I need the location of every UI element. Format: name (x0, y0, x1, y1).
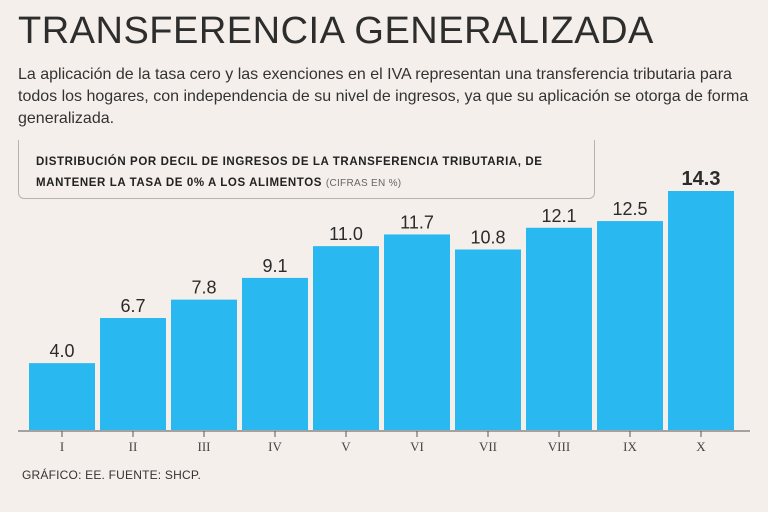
bar-IX (597, 221, 663, 430)
chart-units-note: (CIFRAS EN %) (325, 178, 402, 189)
bar-VII (455, 249, 521, 430)
bar-III (171, 299, 237, 430)
x-tick-label-IV: IV (268, 439, 282, 454)
value-label-III: 7.8 (191, 278, 216, 298)
value-label-II: 6.7 (120, 296, 145, 316)
value-label-IX: 12.5 (612, 199, 647, 219)
bar-IV (242, 277, 308, 430)
x-axis (18, 430, 750, 437)
source-note: GRÁFICO: EE. FUENTE: SHCP. (22, 468, 202, 482)
value-label-V: 11.0 (329, 224, 363, 244)
chart-title-box (18, 140, 595, 199)
tick-labels-group: I II III IV V VI VII VIII IX X (60, 439, 706, 454)
value-label-IV: 9.1 (262, 256, 287, 276)
x-tick-label-VI: VI (410, 439, 424, 454)
x-tick-label-II: II (129, 439, 138, 454)
x-tick-label-VIII: VIII (548, 439, 570, 454)
value-label-I: 4.0 (49, 341, 74, 361)
bar-II (100, 318, 166, 430)
value-label-X: 14.3 (682, 168, 721, 190)
value-label-VI: 11.7 (400, 212, 434, 232)
x-tick-label-VII: VII (479, 439, 497, 454)
value-label-VIII: 12.1 (541, 206, 576, 226)
page-subtitle: La aplicación de la tasa cero y las exen… (18, 66, 749, 127)
x-tick-label-I: I (60, 439, 64, 454)
bar-VIII (526, 227, 592, 430)
value-label-VII: 10.8 (470, 227, 505, 247)
bar-VI (384, 234, 450, 430)
chart-title: Distribución por decil de ingresos de la… (36, 156, 543, 189)
x-tick-label-III: III (198, 439, 211, 454)
page-title: TRANSFERENCIA GENERALIZADA (18, 10, 654, 52)
x-tick-label-V: V (341, 439, 351, 454)
bar-V (313, 246, 379, 430)
bars-group (29, 191, 734, 430)
x-tick-label-IX: IX (623, 439, 637, 454)
x-tick-label-X: X (696, 439, 706, 454)
bar-X (668, 191, 734, 430)
value-labels-group: 4.0 6.7 7.8 9.1 11.0 11.7 10.8 12.1 12.5 14.3 (49, 168, 720, 361)
chart-title-block: Distribución por decil de ingresos de la… (36, 152, 596, 194)
bar-I (29, 363, 95, 430)
